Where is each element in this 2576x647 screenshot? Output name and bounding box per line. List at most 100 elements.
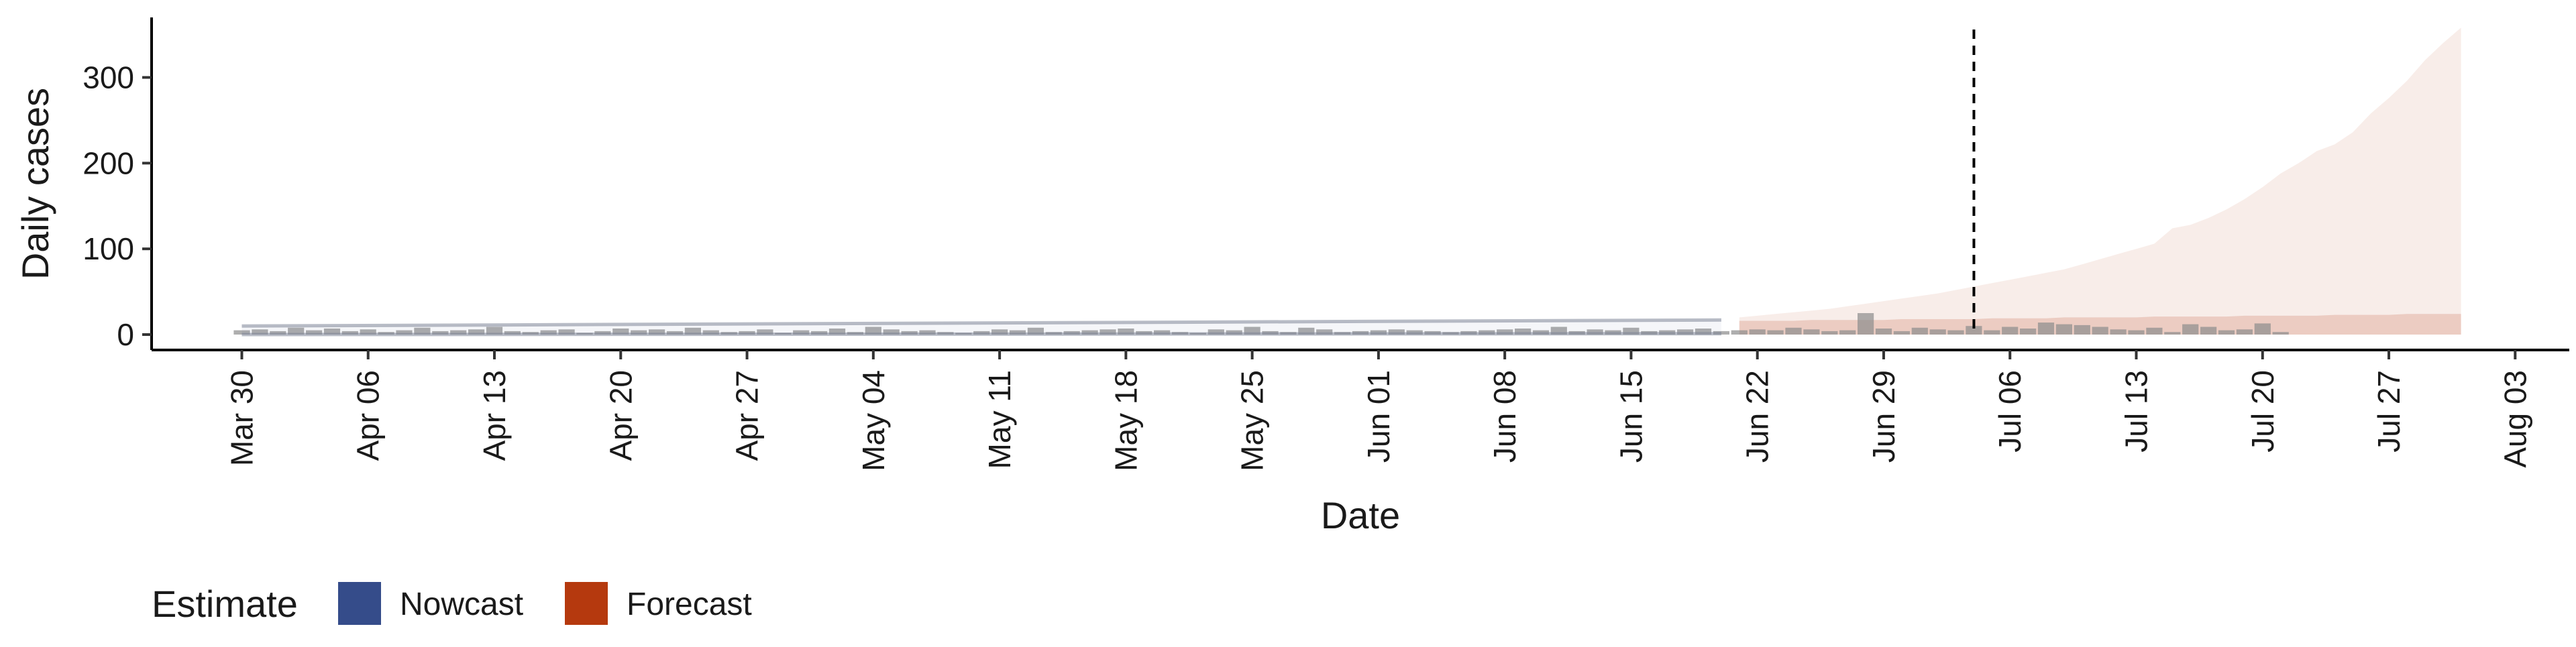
case-bar xyxy=(793,330,810,335)
plot-area xyxy=(233,27,2461,337)
case-bar xyxy=(2074,325,2090,335)
case-bar xyxy=(2020,329,2037,335)
x-tick-label: Jun 29 xyxy=(1866,370,1901,463)
x-axis-ticks: Mar 30 Apr 06 Apr 13 Apr 20 Apr 27 May 04 May … xyxy=(224,350,2532,471)
case-bar xyxy=(2272,332,2289,335)
legend-swatch-forecast xyxy=(565,582,608,625)
y-tick-label: 0 xyxy=(117,317,134,352)
case-bar xyxy=(1858,313,1874,335)
x-tick-label: May 11 xyxy=(982,370,1017,469)
case-bar xyxy=(1749,329,1766,335)
x-tick-label: Apr 27 xyxy=(730,370,765,461)
case-bar xyxy=(396,330,413,335)
case-bar xyxy=(414,327,431,335)
x-tick-label: Jul 06 xyxy=(1992,370,2027,453)
forecast-outer-band xyxy=(1739,27,2461,335)
case-bar xyxy=(684,327,701,335)
legend-label-forecast: Forecast xyxy=(627,587,752,622)
case-bar xyxy=(1929,329,1946,335)
y-axis-title: Daily cases xyxy=(14,88,56,280)
case-bar xyxy=(1497,329,1513,335)
case-bar xyxy=(1388,329,1405,335)
case-bar xyxy=(1767,330,1784,335)
case-bar xyxy=(1118,329,1134,335)
y-tick-label: 100 xyxy=(83,231,134,266)
case-bar xyxy=(1677,329,1694,335)
case-bar xyxy=(1695,329,1712,335)
case-bar xyxy=(828,329,846,335)
case-bar xyxy=(1316,329,1333,335)
case-bar xyxy=(883,329,900,335)
case-bar xyxy=(2254,323,2271,335)
x-tick-label: Jul 13 xyxy=(2119,370,2154,453)
case-bar xyxy=(2218,330,2235,335)
y-tick-label: 300 xyxy=(83,60,134,95)
case-bar xyxy=(486,327,503,335)
case-bar xyxy=(1298,327,1315,335)
axes xyxy=(150,17,2569,351)
x-tick-label: Mar 30 xyxy=(224,370,259,466)
x-tick-label: Jul 20 xyxy=(2245,370,2280,453)
y-tick-label: 200 xyxy=(83,145,134,180)
case-bar xyxy=(1731,330,1748,335)
case-bar xyxy=(2110,329,2127,335)
case-bar xyxy=(865,327,881,335)
x-tick-label: Jun 01 xyxy=(1361,370,1396,463)
case-bar xyxy=(919,330,936,335)
case-bar xyxy=(323,329,341,335)
case-bar xyxy=(270,331,286,335)
case-bar xyxy=(1893,331,1910,335)
case-bar xyxy=(1839,330,1856,335)
legend-label-nowcast: Nowcast xyxy=(400,587,523,622)
legend: Estimate Nowcast Forecast xyxy=(152,582,752,625)
case-bar xyxy=(252,329,268,335)
x-tick-label: Jun 15 xyxy=(1613,370,1648,463)
x-tick-label: Apr 13 xyxy=(477,370,512,461)
case-bar xyxy=(1966,326,1982,335)
case-bar xyxy=(450,330,467,335)
nowcast-band xyxy=(241,320,1721,335)
case-bar xyxy=(1947,330,1964,335)
case-bar xyxy=(757,329,773,335)
case-bar xyxy=(1821,331,1838,335)
x-tick-label: Jun 22 xyxy=(1740,370,1775,463)
case-bar xyxy=(2037,322,2055,335)
x-tick-label: Apr 20 xyxy=(603,370,638,461)
case-bar xyxy=(702,330,719,335)
case-bar xyxy=(1244,327,1260,335)
case-bar xyxy=(1911,327,1928,335)
legend-swatch-nowcast xyxy=(338,582,381,625)
nowcast-lower-line xyxy=(241,332,1721,337)
case-bar xyxy=(2182,324,2199,335)
x-tick-label: Aug 03 xyxy=(2498,370,2532,468)
y-axis-ticks: 0 100 200 300 xyxy=(83,60,152,352)
case-bar xyxy=(468,329,485,335)
x-axis-title: Date xyxy=(1321,494,1400,536)
case-bar xyxy=(2146,327,2163,335)
case-bar xyxy=(2092,327,2108,335)
case-bar xyxy=(1587,329,1603,335)
case-bar xyxy=(1875,329,1892,335)
case-bar xyxy=(2236,329,2253,335)
legend-title: Estimate xyxy=(152,583,298,625)
nowcast-upper-line xyxy=(241,318,1721,328)
case-bar xyxy=(306,330,323,335)
case-bar xyxy=(991,329,1008,335)
case-bar xyxy=(649,329,665,335)
case-bar xyxy=(1785,327,1802,335)
case-bar xyxy=(233,330,250,335)
x-tick-label: Jul 27 xyxy=(2371,370,2406,453)
x-tick-label: Apr 06 xyxy=(351,370,386,461)
case-bar xyxy=(2055,324,2072,335)
case-bar xyxy=(1623,327,1640,335)
x-tick-label: May 18 xyxy=(1108,370,1143,471)
case-bar xyxy=(1550,327,1567,335)
case-bar xyxy=(631,330,647,335)
case-bar xyxy=(540,330,557,335)
x-tick-label: May 25 xyxy=(1235,370,1270,471)
case-bar xyxy=(558,329,575,335)
case-bar xyxy=(1208,329,1224,335)
case-bar xyxy=(1099,329,1116,335)
